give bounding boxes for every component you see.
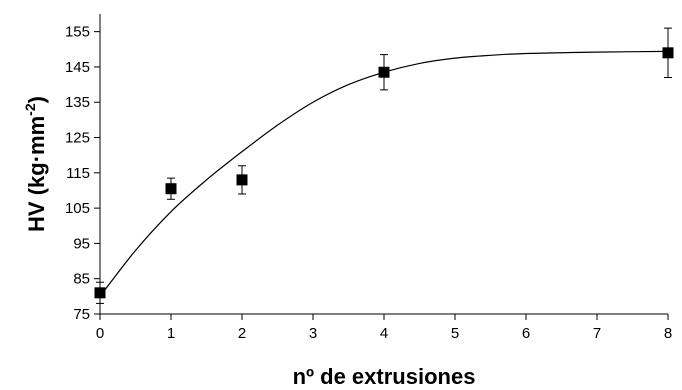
y-axis-title-main: HV (kg·mm bbox=[24, 116, 49, 232]
square-marker bbox=[236, 174, 248, 186]
square-marker bbox=[662, 47, 674, 59]
y-tick-label: 135 bbox=[65, 94, 90, 111]
data-points bbox=[94, 27, 674, 304]
x-tick-label: 3 bbox=[309, 325, 317, 342]
data-point bbox=[165, 177, 177, 200]
x-tick-label: 0 bbox=[96, 325, 104, 342]
x-axis-ticks: 0 1 2 3 4 5 6 7 8 bbox=[96, 314, 672, 342]
y-tick-label: 75 bbox=[73, 306, 90, 323]
y-tick-label: 125 bbox=[65, 130, 90, 147]
x-tick-label: 5 bbox=[451, 325, 459, 342]
y-tick-label: 105 bbox=[65, 200, 90, 217]
square-marker bbox=[94, 287, 106, 299]
x-axis-title: nº de extrusiones bbox=[293, 364, 476, 389]
data-point bbox=[236, 165, 248, 195]
square-marker bbox=[378, 66, 390, 78]
y-tick-label: 95 bbox=[73, 235, 90, 252]
y-axis-title-superscript: -2 bbox=[22, 103, 38, 116]
data-point bbox=[378, 54, 390, 91]
x-tick-label: 1 bbox=[167, 325, 175, 342]
x-tick-label: 2 bbox=[238, 325, 246, 342]
y-axis-title-close: ) bbox=[24, 96, 49, 103]
y-tick-label: 115 bbox=[66, 165, 90, 182]
data-point bbox=[662, 27, 674, 79]
x-tick-label: 6 bbox=[522, 325, 530, 342]
fit-curve bbox=[99, 50, 669, 297]
y-tick-label: 155 bbox=[65, 24, 90, 41]
data-point bbox=[94, 281, 106, 304]
x-tick-label: 4 bbox=[380, 325, 388, 342]
y-tick-label: 85 bbox=[73, 271, 90, 288]
square-marker bbox=[165, 183, 177, 195]
y-tick-label: 145 bbox=[65, 59, 90, 76]
x-tick-label: 8 bbox=[664, 325, 672, 342]
y-axis-ticks: 75 85 95 105 115 125 135 145 155 bbox=[65, 24, 100, 323]
y-axis-title: HV (kg·mm-2) bbox=[22, 96, 49, 232]
x-tick-label: 7 bbox=[593, 325, 601, 342]
